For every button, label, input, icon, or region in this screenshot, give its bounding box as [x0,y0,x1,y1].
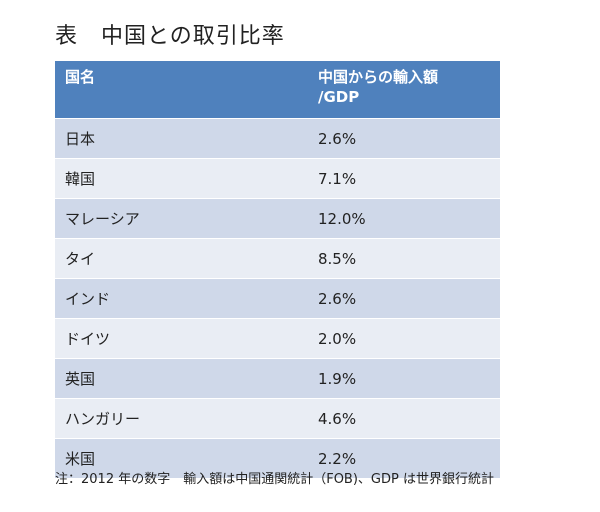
country-cell: ドイツ [55,318,310,359]
ratio-cell: 1.9% [310,358,500,399]
trade-ratio-table: 国名 中国からの輸入額/GDP 日本 2.6% 韓国 7.1% マレーシア 12… [55,60,500,478]
table-row: 米国 2.2% [55,438,500,478]
header-country: 国名 [55,60,310,119]
header-import-ratio: 中国からの輸入額/GDP [310,60,500,119]
ratio-cell: 2.0% [310,318,500,359]
table-row: インド 2.6% [55,278,500,319]
country-cell: タイ [55,238,310,279]
country-cell: 米国 [55,438,310,478]
table-row: ドイツ 2.0% [55,318,500,359]
table-title: 表 中国との取引比率 [55,24,285,49]
country-cell: ハンガリー [55,398,310,439]
header-import-ratio-line2: /GDP [318,88,360,106]
table-row: 日本 2.6% [55,118,500,159]
table-row: ハンガリー 4.6% [55,398,500,439]
table-row: タイ 8.5% [55,238,500,279]
ratio-cell: 7.1% [310,158,500,199]
table-header-row: 国名 中国からの輸入額/GDP [55,60,500,119]
ratio-cell: 2.2% [310,438,500,478]
country-cell: 英国 [55,358,310,399]
table-row: マレーシア 12.0% [55,198,500,239]
country-cell: インド [55,278,310,319]
ratio-cell: 4.6% [310,398,500,439]
header-import-ratio-line1: 中国からの輸入額 [318,68,439,86]
source-note: 注：2012 年の数字 輸入額は中国通関統計（FOB)、GDP は世界銀行統計 [55,472,494,487]
country-cell: 韓国 [55,158,310,199]
table-row: 英国 1.9% [55,358,500,399]
ratio-cell: 8.5% [310,238,500,279]
table-row: 韓国 7.1% [55,158,500,199]
ratio-cell: 2.6% [310,118,500,159]
ratio-cell: 2.6% [310,278,500,319]
country-cell: 日本 [55,118,310,159]
ratio-cell: 12.0% [310,198,500,239]
country-cell: マレーシア [55,198,310,239]
